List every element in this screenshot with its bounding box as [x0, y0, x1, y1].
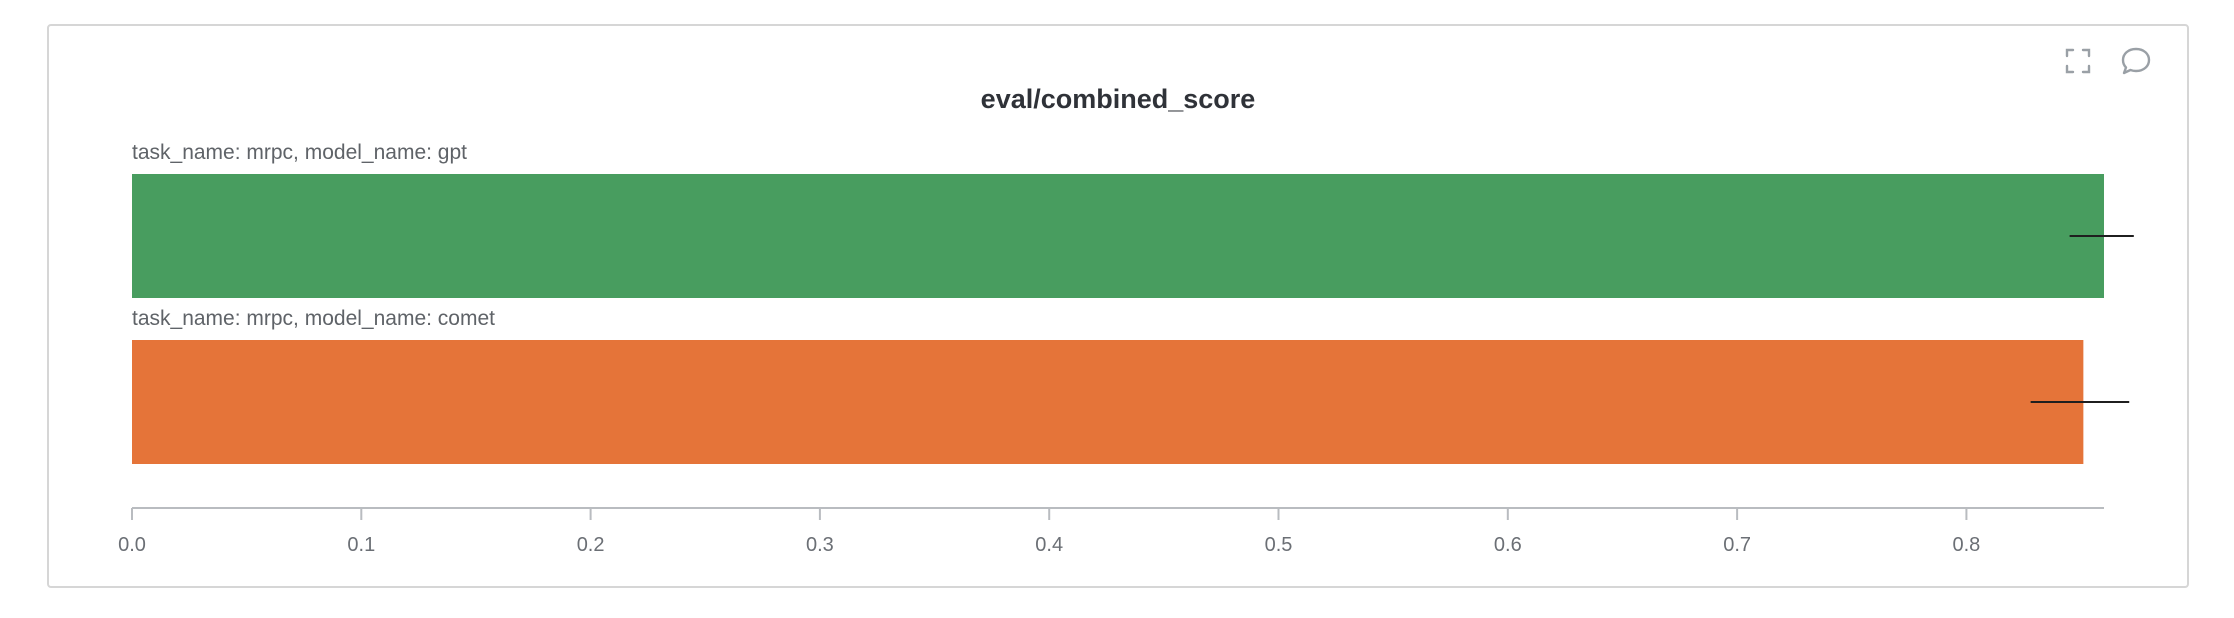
chart-title: eval/combined_score: [980, 84, 1256, 114]
comment-icon[interactable]: [2119, 44, 2153, 78]
bar-label: task_name: mrpc, model_name: gpt: [132, 141, 467, 164]
x-tick-label: 0.4: [1035, 534, 1063, 556]
bar-label: task_name: mrpc, model_name: comet: [132, 307, 495, 330]
panel-actions: [2047, 44, 2187, 84]
x-tick-label: 0.5: [1265, 534, 1293, 556]
x-tick-label: 0.0: [118, 534, 146, 556]
bar: [132, 174, 2104, 298]
x-tick-label: 0.7: [1723, 534, 1751, 556]
x-tick-label: 0.2: [577, 534, 605, 556]
bar: [132, 340, 2084, 464]
x-tick-label: 0.3: [806, 534, 834, 556]
chart-panel: eval/combined_score: [47, 24, 2189, 588]
x-tick-label: 0.8: [1953, 534, 1981, 556]
fullscreen-icon[interactable]: [2061, 44, 2095, 78]
x-tick-label: 0.6: [1494, 534, 1522, 556]
x-tick-label: 0.1: [347, 534, 375, 556]
